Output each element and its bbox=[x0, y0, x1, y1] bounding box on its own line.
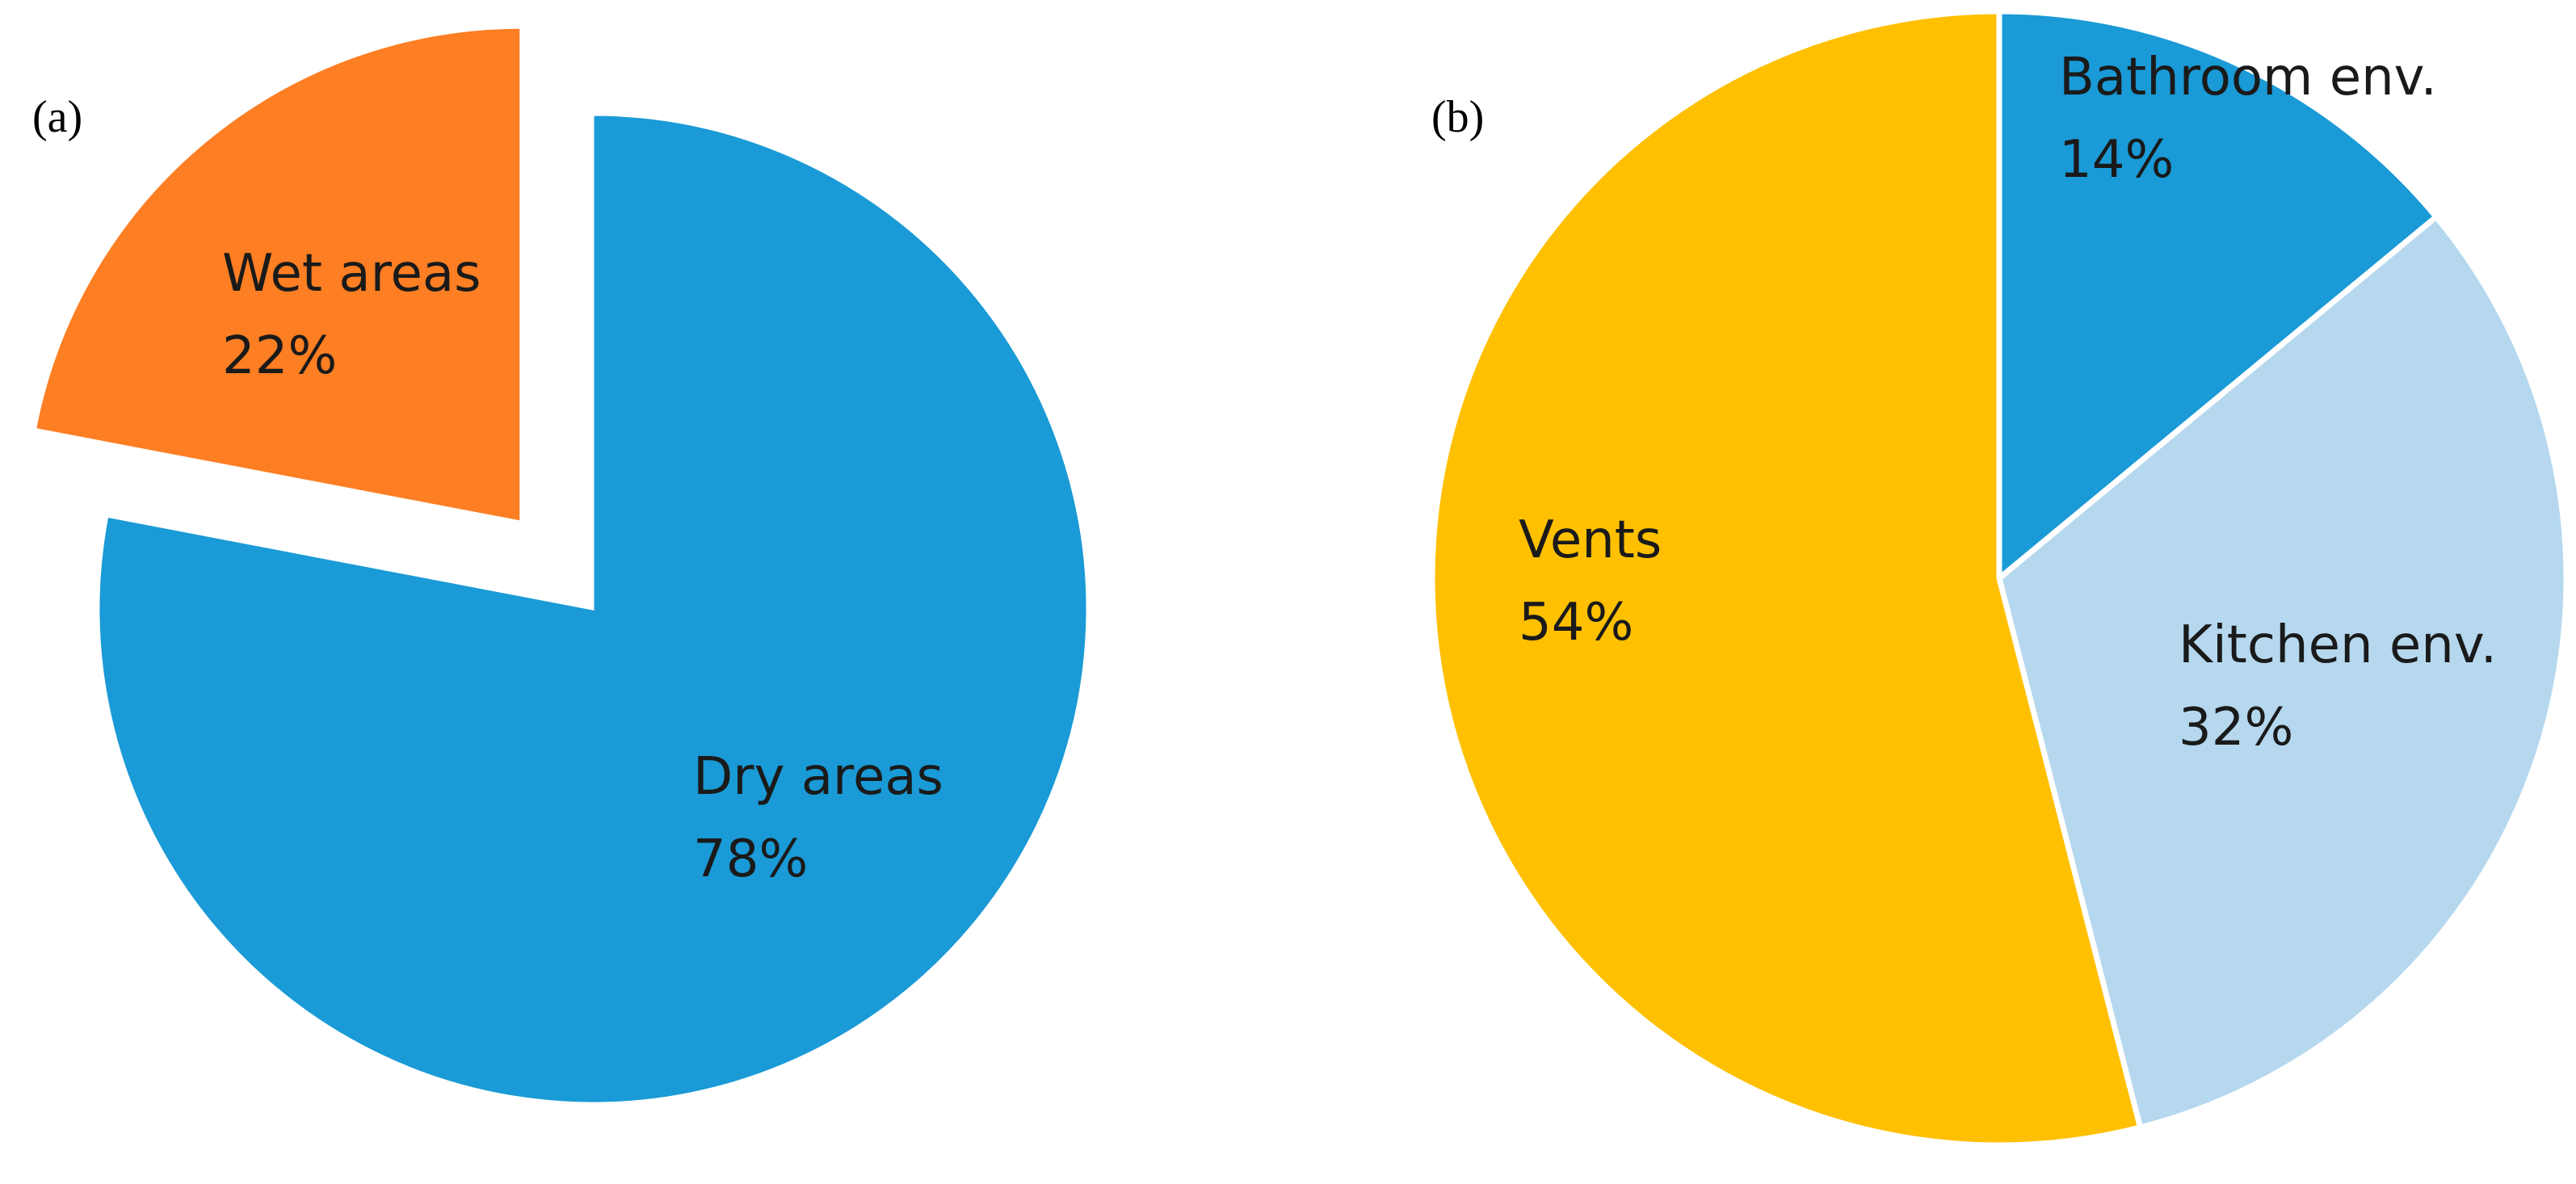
pie-slice-dry-areas bbox=[97, 113, 1089, 1105]
pie-slice-vents bbox=[1429, 8, 2144, 1148]
slice-label-wet-areas: Wet areas 22% bbox=[222, 244, 481, 386]
slice-label-bathroom-env: Bathroom env. 14% bbox=[2059, 48, 2437, 190]
pie-slice-kitchen-env bbox=[1996, 212, 2570, 1132]
slice-label-kitchen-env: Kitchen env. 32% bbox=[2179, 615, 2497, 758]
slice-label-vents: Vents 54% bbox=[1519, 510, 1662, 653]
pie-chart-b: Bathroom env. 14% Kitchen env. 32% Vents 54% (… bbox=[1429, 8, 2570, 1148]
slice-label-dry-areas: Dry areas 78% bbox=[693, 747, 943, 889]
panel-label-a: (a) bbox=[32, 92, 82, 142]
pie-slice-wet-areas bbox=[33, 26, 523, 523]
pie-slice-bathroom-env bbox=[1996, 8, 2440, 585]
pie-chart-a: Dry areas 78% Wet areas 22% (a) bbox=[32, 26, 1089, 1105]
panel-label-b: (b) bbox=[1431, 92, 1484, 142]
